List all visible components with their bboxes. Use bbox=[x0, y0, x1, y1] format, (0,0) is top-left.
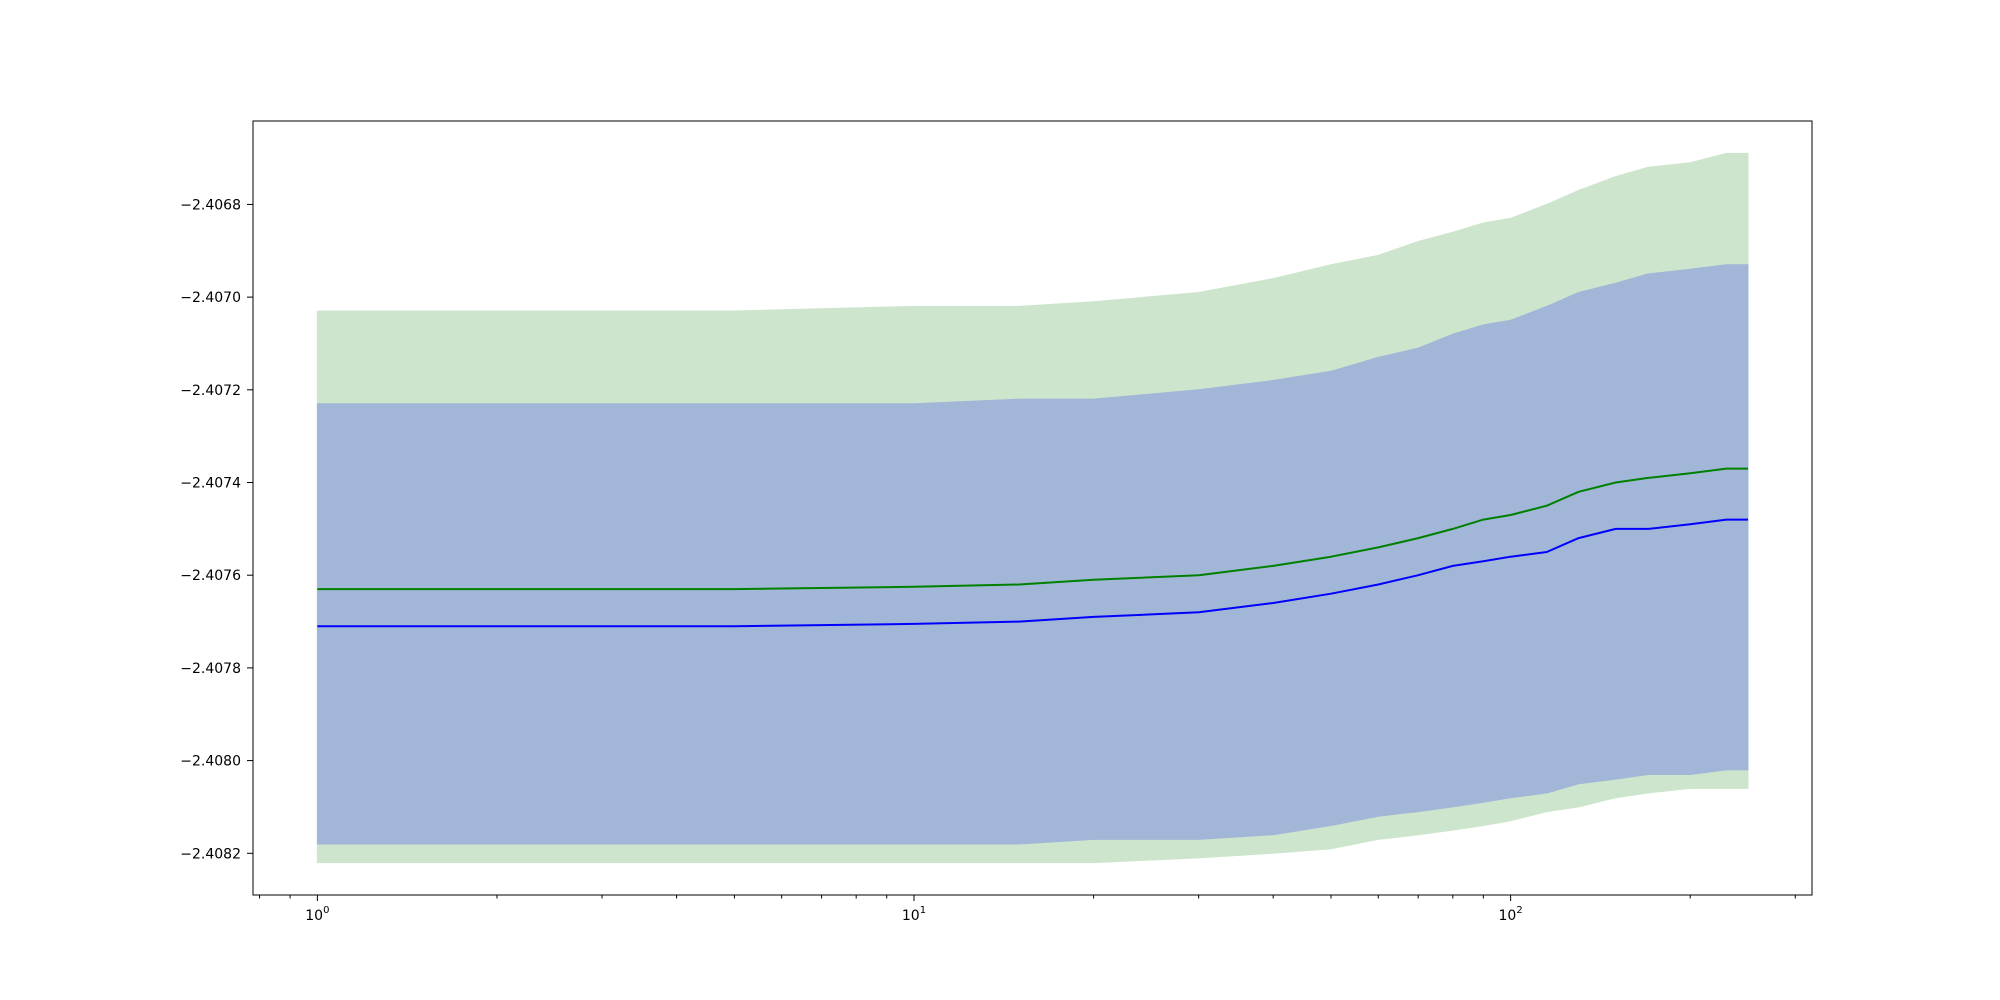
y-axis-ticks: −2.4068 −2.4070 −2.4072 −2.4074 −2.4076 −2.40… bbox=[180, 197, 253, 862]
y-tick-label: −2.4082 bbox=[180, 846, 241, 862]
mean-line-1 bbox=[317, 467, 1748, 591]
y-tick-label: −2.4074 bbox=[180, 476, 241, 492]
mean-lines bbox=[317, 467, 1748, 628]
y-tick-label: −2.4080 bbox=[180, 754, 241, 770]
plot-frame bbox=[252, 120, 1813, 896]
y-tick-label: −2.4076 bbox=[180, 568, 241, 584]
mean-line-2 bbox=[317, 518, 1748, 628]
y-tick-label: −2.4068 bbox=[180, 197, 241, 213]
x-tick-label: 102 bbox=[1499, 905, 1523, 924]
y-tick-label: −2.4070 bbox=[180, 290, 241, 306]
confidence-band-2 bbox=[316, 264, 1749, 845]
x-tick-label: 100 bbox=[305, 905, 329, 924]
confidence-bands bbox=[316, 152, 1749, 864]
y-tick-label: −2.4078 bbox=[180, 661, 241, 677]
x-axis-ticks: 100 101 102 bbox=[259, 895, 1796, 924]
y-tick-label: −2.4072 bbox=[180, 383, 241, 399]
x-tick-label: 101 bbox=[902, 905, 926, 924]
